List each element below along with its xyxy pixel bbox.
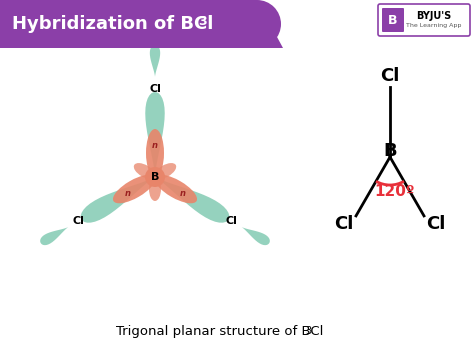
Text: n: n: [180, 189, 186, 197]
Text: 3: 3: [305, 326, 311, 336]
Text: Cl: Cl: [380, 67, 400, 85]
Text: B: B: [388, 13, 398, 26]
Ellipse shape: [146, 129, 164, 177]
Text: Cl: Cl: [334, 215, 354, 233]
Text: BYJU'S: BYJU'S: [416, 11, 452, 21]
Text: Cl: Cl: [426, 215, 446, 233]
FancyBboxPatch shape: [382, 8, 404, 32]
Ellipse shape: [113, 175, 155, 203]
Text: B: B: [151, 172, 159, 182]
Ellipse shape: [155, 163, 176, 179]
Ellipse shape: [155, 175, 197, 203]
Wedge shape: [257, 0, 281, 48]
Text: Hybridization of BCl: Hybridization of BCl: [12, 15, 213, 33]
Polygon shape: [155, 177, 229, 223]
Polygon shape: [81, 177, 155, 223]
Polygon shape: [145, 92, 165, 177]
Text: n: n: [124, 189, 130, 197]
Text: Cl: Cl: [73, 216, 85, 226]
Text: Cl: Cl: [225, 216, 237, 226]
Polygon shape: [150, 45, 160, 77]
Polygon shape: [40, 227, 68, 245]
FancyBboxPatch shape: [378, 4, 470, 36]
Polygon shape: [242, 227, 270, 245]
Text: B: B: [383, 142, 397, 160]
Ellipse shape: [134, 163, 155, 179]
Text: 3: 3: [198, 15, 207, 28]
Circle shape: [145, 167, 165, 187]
Text: Trigonal planar structure of BCl: Trigonal planar structure of BCl: [116, 326, 324, 339]
Text: Cl: Cl: [149, 84, 161, 94]
Text: The Learning App: The Learning App: [406, 23, 462, 27]
Polygon shape: [0, 0, 283, 48]
Text: 120º: 120º: [375, 184, 415, 200]
Ellipse shape: [149, 177, 161, 201]
Text: n: n: [152, 140, 158, 150]
